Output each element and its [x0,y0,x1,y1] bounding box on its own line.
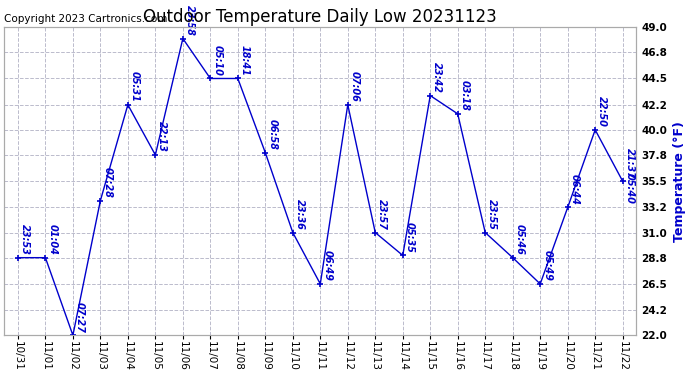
Text: 05:35: 05:35 [405,222,415,253]
Text: 07:27: 07:27 [75,302,85,333]
Text: 01:04: 01:04 [48,224,57,255]
Text: 22:50: 22:50 [597,96,607,127]
Text: 06:44: 06:44 [570,174,580,205]
Text: 22:13: 22:13 [157,121,167,152]
Text: 23:58: 23:58 [185,5,195,36]
Text: 06:58: 06:58 [267,119,277,150]
Y-axis label: Temperature (°F): Temperature (°F) [673,121,686,242]
Text: 23:42: 23:42 [432,62,442,93]
Text: Copyright 2023 Cartronics.com: Copyright 2023 Cartronics.com [4,14,168,24]
Text: 18:41: 18:41 [239,45,250,76]
Text: 05:40: 05:40 [624,172,635,203]
Text: 23:53: 23:53 [20,224,30,255]
Text: 05:31: 05:31 [130,71,140,102]
Text: 05:49: 05:49 [542,250,552,281]
Text: 05:10: 05:10 [213,45,222,76]
Text: 21:37: 21:37 [624,147,635,178]
Title: Outdoor Temperature Daily Low 20231123: Outdoor Temperature Daily Low 20231123 [144,8,497,26]
Text: 23:36: 23:36 [295,199,305,230]
Text: 06:49: 06:49 [322,250,333,281]
Text: 05:46: 05:46 [515,224,524,255]
Text: 07:28: 07:28 [102,167,112,198]
Text: 23:57: 23:57 [377,199,387,230]
Text: 07:06: 07:06 [350,71,359,102]
Text: 23:55: 23:55 [487,199,497,230]
Text: 03:18: 03:18 [460,80,470,111]
